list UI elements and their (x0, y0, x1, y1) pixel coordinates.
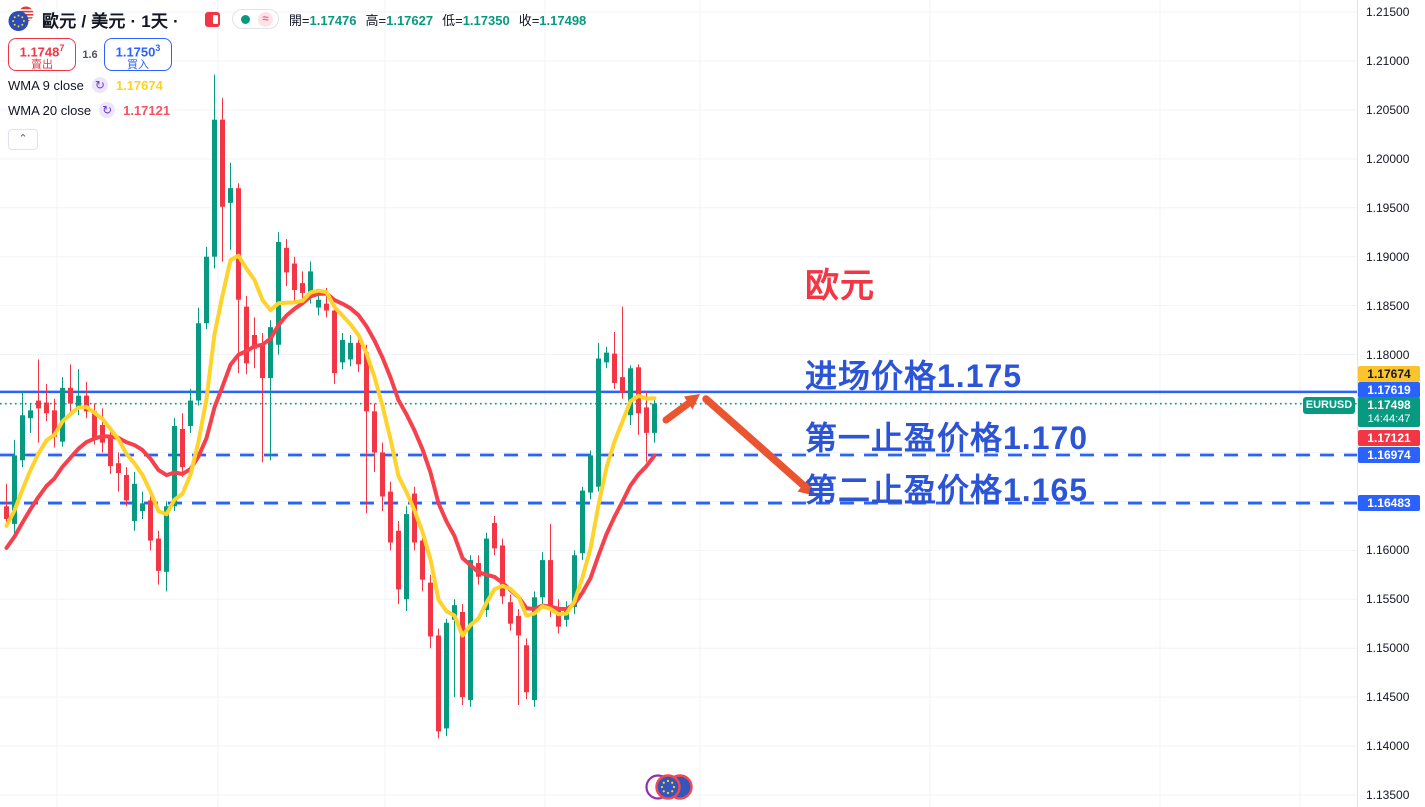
buy-button[interactable]: 1.17503 買入 (104, 38, 172, 71)
candlestick-series (4, 74, 657, 739)
axis-tick: 1.21500 (1366, 5, 1410, 19)
sell-button[interactable]: 1.17487 賣出 (8, 38, 76, 71)
price-label: 1.17674 (1358, 366, 1420, 382)
indicator-label: WMA 9 close (8, 77, 84, 93)
spread-value: 1.6 (82, 48, 98, 61)
symbol-title[interactable]: 歐元 / 美元 · 1天 · (42, 11, 179, 31)
axis-tick: 1.19000 (1366, 249, 1410, 264)
axis-tick: 1.19500 (1366, 200, 1410, 215)
wma-20-line[interactable] (4, 291, 657, 612)
market-status-pill[interactable]: ≈ (231, 9, 279, 29)
axis-tick: 1.14500 (1366, 690, 1410, 705)
legend-collapse-button[interactable]: ⌃ (8, 129, 38, 150)
price-label: 1.16483 (1358, 495, 1420, 511)
symbol-title-row[interactable]: 歐元 / 美元 · 1天 · ≈ 開=1.17476 高=1.17627 低=1… (8, 6, 595, 32)
chart-legend: 歐元 / 美元 · 1天 · ≈ 開=1.17476 高=1.17627 低=1… (8, 6, 595, 150)
reload-icon[interactable]: ↻ (91, 77, 108, 93)
annotation-entry-price[interactable]: 进场价格1.175 (805, 358, 1023, 394)
market-open-dot-icon (240, 14, 250, 24)
price-label: 1.17498 14:44:47 (1358, 397, 1420, 427)
price-axis[interactable]: 1.21500 1.21000 1.20500 1.20000 1.19500 1.190… (1357, 0, 1425, 807)
trade-panel: 1.17487 賣出 1.6 1.17503 買入 (8, 38, 595, 71)
indicator-label: WMA 20 close (8, 102, 92, 118)
delayed-data-icon: ≈ (257, 11, 273, 27)
axis-tick: 1.20500 (1366, 102, 1410, 117)
axis-tick: 1.15000 (1366, 641, 1410, 656)
price-label: 1.16974 (1358, 447, 1420, 463)
indicator-value: 1.17674 (115, 77, 163, 93)
axis-tick: 1.16000 (1366, 543, 1410, 558)
annotation-symbol-note[interactable]: 欧元 (805, 267, 875, 305)
axis-tick: 1.20000 (1366, 151, 1410, 166)
axis-tick: 1.18500 (1366, 298, 1410, 313)
reload-icon[interactable]: ↻ (99, 102, 116, 118)
symbol-price-tag: EURUSD (1303, 397, 1355, 414)
axis-tick: 1.13500 (1366, 788, 1410, 802)
eurusd-pair-icon (8, 6, 34, 31)
indicator-value: 1.17121 (123, 102, 171, 118)
chevron-up-icon: ⌃ (18, 133, 28, 145)
trend-arrows[interactable] (662, 394, 816, 496)
annotation-takeprofit2[interactable]: 第二止盈价格1.165 (805, 472, 1089, 508)
axis-tick: 1.21000 (1366, 53, 1410, 68)
price-label: 1.17121 (1358, 430, 1420, 446)
price-label: 1.17619 (1358, 382, 1420, 398)
indicator-row-wma9[interactable]: WMA 9 close ↻ 1.17674 (8, 74, 595, 96)
price-level-lines[interactable] (0, 390, 1357, 505)
axis-tick: 1.18000 (1366, 347, 1410, 362)
annotation-takeprofit1[interactable]: 第一止盈价格1.170 (805, 420, 1089, 456)
axis-tick: 1.14000 (1366, 739, 1410, 754)
axis-tick: 1.15500 (1366, 592, 1410, 607)
candle-status-icon[interactable] (204, 11, 220, 27)
indicator-row-wma20[interactable]: WMA 20 close ↻ 1.17121 (8, 99, 595, 121)
wma-9-line[interactable] (4, 253, 657, 638)
ohlc-readout: 開=1.17476 高=1.17627 低=1.17350 收=1.17498 (288, 12, 587, 28)
watermark-logo-icon (645, 774, 693, 800)
